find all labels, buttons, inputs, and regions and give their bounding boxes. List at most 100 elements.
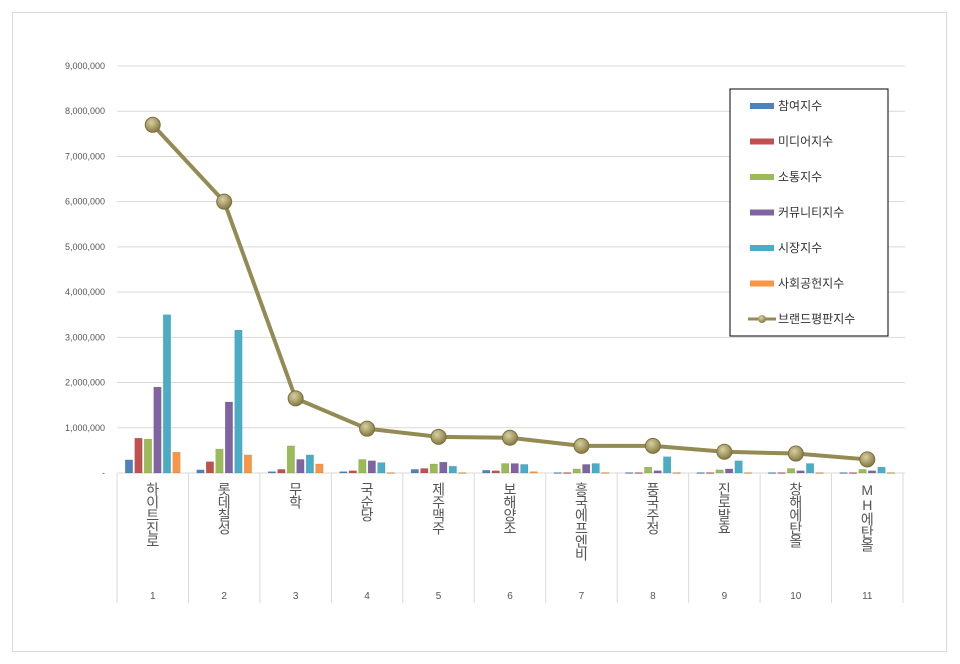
bar-참여지수	[339, 471, 348, 474]
rank-label: 11	[862, 591, 873, 602]
line-marker	[287, 390, 304, 407]
bar-사회공헌지수	[172, 451, 181, 474]
bar-시장지수	[734, 460, 743, 474]
line-marker	[859, 451, 876, 468]
rank-label: 2	[221, 591, 227, 602]
bar-커뮤니티지수	[296, 459, 305, 474]
bar-소통지수	[501, 463, 510, 474]
category-label: 국순당	[359, 482, 375, 522]
bar-소통지수	[215, 448, 224, 474]
y-tick-label: 3,000,000	[65, 332, 105, 342]
line-marker	[430, 428, 447, 445]
bar-시장지수	[234, 329, 243, 474]
bar-소통지수	[787, 468, 796, 474]
bar-사회공헌지수	[243, 454, 252, 474]
bar-참여지수	[839, 472, 848, 474]
category-label: 보해양조	[502, 482, 518, 534]
bar-소통지수	[644, 466, 653, 474]
line-marker	[502, 429, 518, 446]
bar-미디어지수	[348, 470, 357, 474]
line-marker	[573, 437, 590, 454]
bar-시장지수	[591, 463, 600, 474]
bar-커뮤니티지수	[725, 468, 734, 474]
bar-소통지수	[572, 468, 581, 474]
y-tick-label: 2,000,000	[65, 378, 105, 388]
bar-시장지수	[162, 314, 171, 474]
y-tick-label: 9,000,000	[65, 61, 105, 71]
legend-label: 사회공헌지수	[778, 277, 844, 291]
bar-미디어지수	[205, 461, 214, 474]
y-tick-label: 5,000,000	[65, 242, 105, 252]
bar-사회공헌지수	[386, 472, 395, 474]
bar-커뮤니티지수	[796, 470, 805, 474]
category-label: 롯데칠성	[216, 482, 232, 535]
legend-swatch	[750, 174, 774, 180]
legend-label: 시장지수	[778, 241, 822, 255]
line-marker	[216, 193, 233, 210]
category-label: 풍국주정	[645, 482, 661, 535]
line-marker	[359, 420, 376, 437]
bar-시장지수	[877, 466, 886, 474]
y-tick-label: 7,000,000	[65, 151, 105, 161]
bar-미디어지수	[849, 472, 858, 474]
y-tick-label: 1,000,000	[65, 423, 105, 433]
category-label: 진로발효	[716, 482, 732, 534]
category-label: 제주맥주	[431, 482, 447, 535]
rank-label: 7	[579, 591, 585, 602]
y-tick-label: 4,000,000	[65, 287, 105, 297]
legend-label: 소통지수	[778, 170, 822, 184]
bar-참여지수	[625, 472, 634, 474]
bar-미디어지수	[563, 472, 572, 474]
rank-label: 5	[436, 591, 442, 602]
bar-사회공헌지수	[887, 472, 896, 474]
rank-label: 8	[650, 591, 656, 602]
bar-사회공헌지수	[529, 471, 538, 474]
bar-시장지수	[663, 456, 672, 474]
rank-label: 1	[150, 591, 156, 602]
line-marker	[644, 437, 661, 454]
bar-참여지수	[696, 472, 705, 474]
bar-시장지수	[806, 463, 815, 474]
bar-미디어지수	[777, 472, 786, 474]
bar-미디어지수	[134, 437, 143, 474]
y-tick-label: -	[102, 468, 105, 478]
legend-label: 브랜드평판지수	[778, 312, 855, 326]
rank-label: 9	[722, 591, 728, 602]
bar-커뮤니티지수	[510, 463, 519, 474]
line-marker	[787, 445, 804, 462]
y-tick-label: 6,000,000	[65, 197, 105, 207]
bar-미디어지수	[634, 472, 643, 474]
legend-swatch	[750, 138, 774, 145]
legend-marker	[758, 315, 766, 323]
bar-사회공헌지수	[815, 472, 824, 474]
bar-사회공헌지수	[601, 472, 610, 474]
rank-label: 3	[293, 591, 299, 602]
bar-참여지수	[410, 469, 419, 474]
category-label: MH에탄올	[859, 482, 875, 552]
bar-커뮤니티지수	[582, 464, 591, 474]
bar-미디어지수	[706, 472, 715, 474]
bar-미디어지수	[491, 470, 500, 474]
category-label: 하이트진로	[145, 482, 161, 547]
bar-소통지수	[429, 463, 438, 474]
rank-label: 6	[507, 591, 513, 602]
bar-커뮤니티지수	[153, 386, 162, 474]
legend-label: 미디어지수	[778, 135, 833, 149]
bar-시장지수	[448, 465, 457, 474]
category-label: 창해에탄올	[788, 482, 804, 548]
bar-커뮤니티지수	[439, 461, 448, 474]
bar-시장지수	[305, 454, 314, 474]
chart-frame	[12, 12, 947, 652]
rank-label: 4	[364, 591, 370, 602]
legend-swatch	[750, 245, 774, 251]
y-tick-label: 8,000,000	[65, 106, 105, 116]
bar-미디어지수	[420, 468, 429, 474]
legend-swatch	[750, 209, 774, 216]
bar-소통지수	[858, 469, 867, 474]
legend-swatch	[750, 280, 774, 287]
bar-시장지수	[377, 462, 386, 474]
legend-label: 참여지수	[778, 99, 822, 113]
bar-소통지수	[286, 445, 295, 474]
